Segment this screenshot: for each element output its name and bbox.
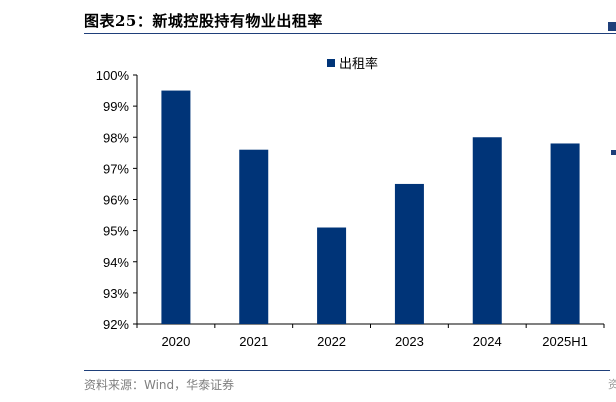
title-divider [84,33,616,34]
x-tick-label: 2021 [239,334,268,349]
y-tick-label: 97% [103,161,129,176]
x-tick-label: 2025H1 [542,334,588,349]
bar-2024 [472,137,502,324]
x-axis-ticks: 2020 2021 2022 2023 2024 2025H1 [136,324,605,349]
edge-glyph: 资 [608,378,616,391]
y-tick-label: 98% [103,130,129,145]
edge-mark-mid [611,150,616,155]
bar-2020 [161,90,191,324]
edge-mark-top [608,22,616,31]
rent-rate-bar-chart: 出租率 92%93%94%95%96%97%98%99%100% 2020 202… [96,56,605,349]
source-divider [84,370,610,371]
bar-2022 [317,227,347,324]
source-note: 资料来源：Wind，华泰证券 [84,378,235,392]
x-tick-label: 2023 [395,334,424,349]
chart-axes [136,75,604,325]
x-tick-label: 2022 [317,334,346,349]
y-tick-label: 93% [103,286,129,301]
figure-title: 图表25：新城控股持有物业出租率 [84,10,323,31]
y-tick-label: 99% [103,99,129,114]
y-tick-label: 92% [103,317,129,332]
y-tick-label: 96% [103,193,129,208]
y-axis-ticks: 92% 93% 94% 95% 96% 97% 98% 99% 100% [96,68,137,332]
bar-2023 [394,183,424,324]
y-tick-label: 95% [103,224,129,239]
chart-bars [161,90,580,324]
bar-2021 [239,149,269,324]
figure-title-text: 新城控股持有物业出租率 [152,12,323,30]
y-tick-label: 94% [103,255,129,270]
x-tick-label: 2020 [161,334,190,349]
bar-2025H1 [550,143,580,324]
y-tick-label: 100% [96,68,130,83]
legend-swatch [327,59,335,67]
x-tick-label: 2024 [473,334,502,349]
figure-label: 图表25： [84,12,153,30]
chart-legend: 出租率 [327,56,378,72]
legend-label: 出租率 [339,56,378,72]
